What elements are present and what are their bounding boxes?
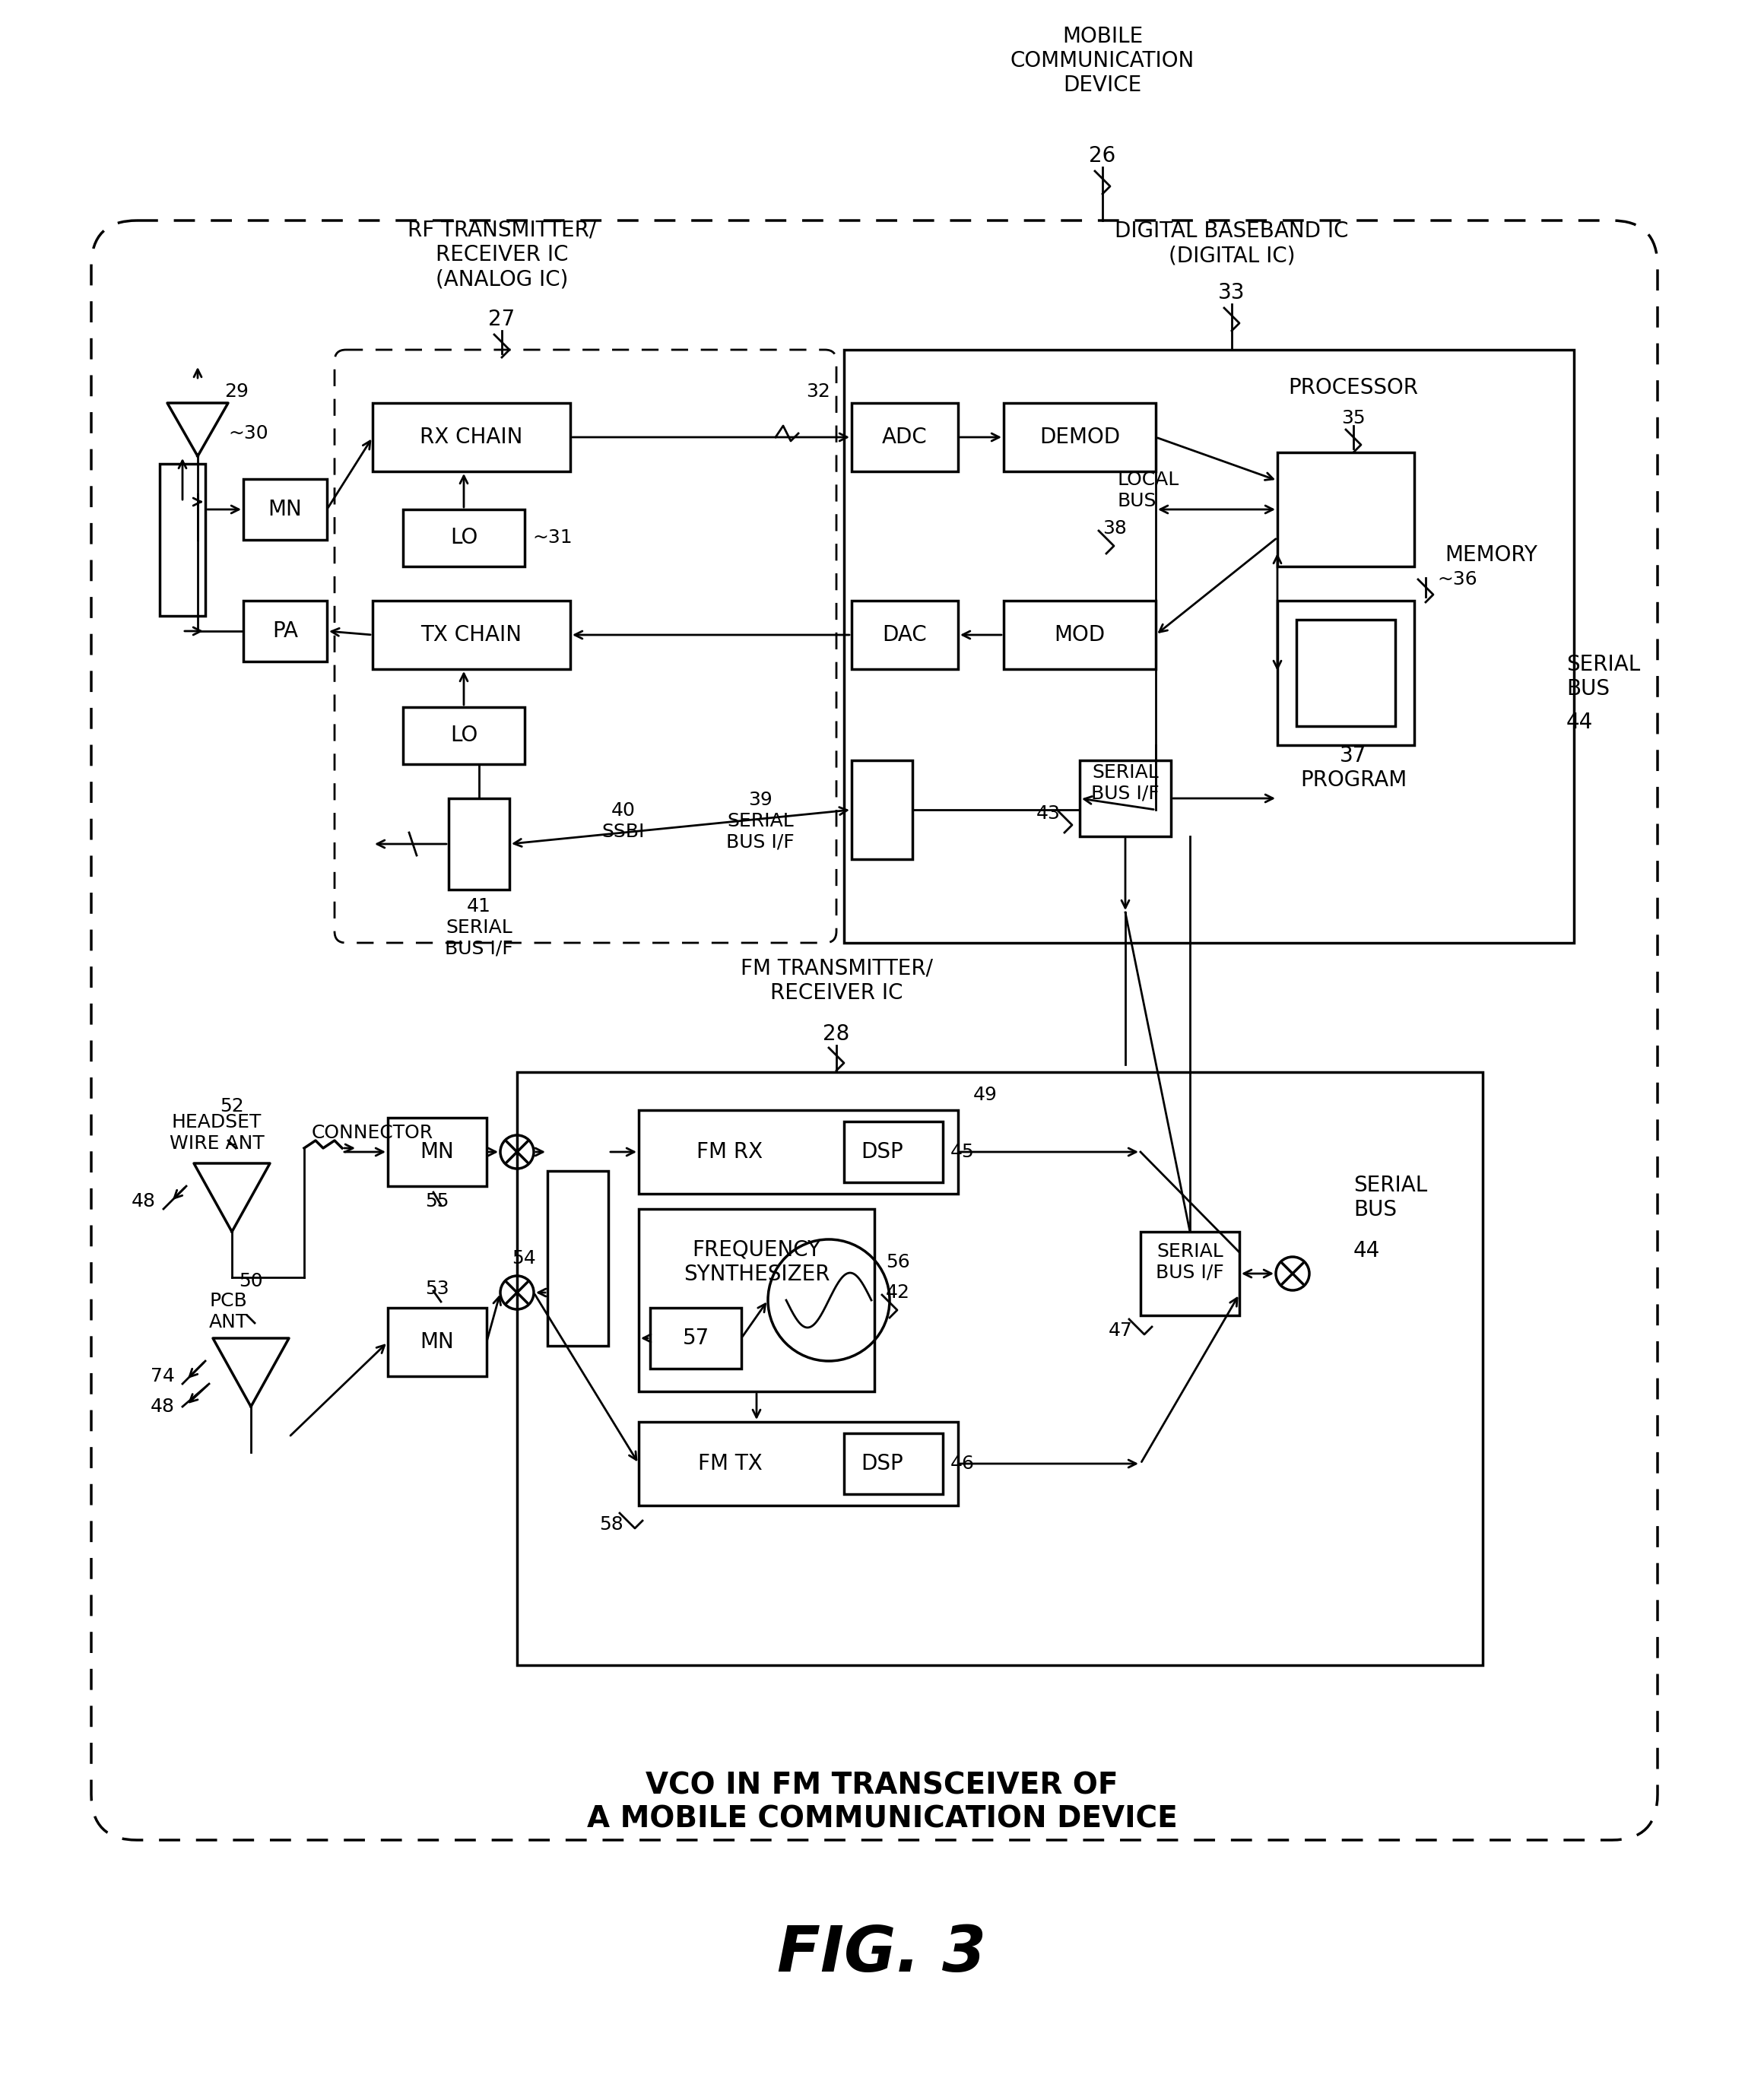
Text: 48: 48 xyxy=(150,1397,175,1416)
Bar xyxy=(372,402,570,471)
Bar xyxy=(651,1309,741,1369)
Text: 44: 44 xyxy=(1353,1240,1379,1261)
Text: RF TRANSMITTER/
RECEIVER IC
(ANALOG IC): RF TRANSMITTER/ RECEIVER IC (ANALOG IC) xyxy=(407,220,596,289)
Text: 49: 49 xyxy=(974,1087,997,1104)
Text: 74: 74 xyxy=(150,1367,175,1386)
Bar xyxy=(547,1171,609,1346)
Text: 50: 50 xyxy=(238,1271,263,1290)
Bar xyxy=(843,1122,942,1183)
Text: 39
SERIAL
BUS I/F: 39 SERIAL BUS I/F xyxy=(727,792,794,852)
Bar xyxy=(1297,620,1395,727)
Text: TX CHAIN: TX CHAIN xyxy=(422,624,522,645)
Text: SERIAL
BUS: SERIAL BUS xyxy=(1566,653,1641,699)
Bar xyxy=(843,1432,942,1495)
Text: 40
SSBI: 40 SSBI xyxy=(602,802,646,842)
Bar xyxy=(448,798,510,890)
Bar xyxy=(161,463,205,616)
Text: ~31: ~31 xyxy=(533,528,572,547)
Bar xyxy=(852,601,958,670)
Text: 57: 57 xyxy=(683,1328,709,1349)
Bar xyxy=(388,1309,487,1376)
Text: VCO IN FM TRANSCEIVER OF
A MOBILE COMMUNICATION DEVICE: VCO IN FM TRANSCEIVER OF A MOBILE COMMUN… xyxy=(587,1772,1177,1832)
Text: DSP: DSP xyxy=(861,1141,903,1162)
Text: MEMORY: MEMORY xyxy=(1445,544,1536,565)
Text: 42: 42 xyxy=(886,1284,910,1302)
Text: RX CHAIN: RX CHAIN xyxy=(420,427,522,448)
Text: DAC: DAC xyxy=(882,624,928,645)
Text: 56: 56 xyxy=(886,1252,910,1271)
Text: ~36: ~36 xyxy=(1438,570,1476,588)
Text: MOD: MOD xyxy=(1055,624,1106,645)
Text: 32: 32 xyxy=(806,383,831,400)
Bar xyxy=(243,480,326,540)
Text: FM TX: FM TX xyxy=(699,1453,762,1474)
Text: 55: 55 xyxy=(425,1191,450,1210)
Text: 47: 47 xyxy=(1110,1321,1132,1340)
Text: 52: 52 xyxy=(220,1097,243,1116)
Text: ~30: ~30 xyxy=(228,425,268,442)
Text: 35: 35 xyxy=(1341,408,1365,427)
Bar xyxy=(639,1110,958,1194)
Text: CONNECTOR: CONNECTOR xyxy=(312,1124,434,1141)
Text: PCB
ANT: PCB ANT xyxy=(208,1292,247,1332)
Bar xyxy=(402,708,524,764)
Bar xyxy=(243,601,326,662)
Text: MN: MN xyxy=(420,1332,453,1353)
Text: 54: 54 xyxy=(512,1250,536,1267)
Text: 38: 38 xyxy=(1102,519,1127,538)
Text: 41
SERIAL
BUS I/F: 41 SERIAL BUS I/F xyxy=(445,898,513,957)
Text: DSP: DSP xyxy=(861,1453,903,1474)
Bar xyxy=(388,1118,487,1185)
Bar xyxy=(1141,1231,1240,1315)
Text: ADC: ADC xyxy=(882,427,928,448)
Text: LOCAL
BUS: LOCAL BUS xyxy=(1118,471,1180,511)
Text: 43: 43 xyxy=(1037,804,1060,823)
Text: 27: 27 xyxy=(489,308,515,331)
Text: FM TRANSMITTER/
RECEIVER IC: FM TRANSMITTER/ RECEIVER IC xyxy=(741,957,933,1003)
Text: 48: 48 xyxy=(132,1191,155,1210)
Bar xyxy=(402,509,524,567)
Text: 28: 28 xyxy=(824,1024,850,1045)
Bar xyxy=(1004,601,1155,670)
Bar xyxy=(639,1422,958,1506)
Text: DIGITAL BASEBAND IC
(DIGITAL IC): DIGITAL BASEBAND IC (DIGITAL IC) xyxy=(1115,220,1349,266)
Text: SERIAL
BUS I/F: SERIAL BUS I/F xyxy=(1092,764,1159,802)
Text: FIG. 3: FIG. 3 xyxy=(778,1922,986,1985)
Text: 37
PROGRAM: 37 PROGRAM xyxy=(1300,745,1406,792)
Bar xyxy=(1004,402,1155,471)
FancyBboxPatch shape xyxy=(335,350,836,942)
Bar xyxy=(1080,760,1171,836)
Text: 45: 45 xyxy=(951,1143,974,1160)
Bar xyxy=(852,402,958,471)
Text: 58: 58 xyxy=(600,1516,623,1533)
Text: FM RX: FM RX xyxy=(697,1141,764,1162)
Text: PROCESSOR: PROCESSOR xyxy=(1288,377,1418,398)
Text: 44: 44 xyxy=(1566,712,1593,733)
Text: 29: 29 xyxy=(224,383,249,400)
Text: LO: LO xyxy=(450,725,478,745)
Text: PA: PA xyxy=(272,620,298,641)
Text: FREQUENCY
SYNTHESIZER: FREQUENCY SYNTHESIZER xyxy=(683,1240,829,1286)
Bar xyxy=(639,1208,875,1390)
Text: LO: LO xyxy=(450,528,478,549)
Text: MN: MN xyxy=(420,1141,453,1162)
Bar xyxy=(372,601,570,670)
Text: MN: MN xyxy=(268,498,302,519)
Text: DEMOD: DEMOD xyxy=(1039,427,1120,448)
Text: SERIAL
BUS: SERIAL BUS xyxy=(1353,1175,1427,1221)
Text: HEADSET
WIRE ANT: HEADSET WIRE ANT xyxy=(169,1114,265,1152)
Bar xyxy=(1277,452,1415,567)
Text: SERIAL
BUS I/F: SERIAL BUS I/F xyxy=(1155,1242,1224,1282)
Text: MOBILE
COMMUNICATION
DEVICE: MOBILE COMMUNICATION DEVICE xyxy=(1011,25,1194,96)
Bar xyxy=(1277,601,1415,745)
Text: 46: 46 xyxy=(951,1455,975,1472)
FancyBboxPatch shape xyxy=(92,220,1658,1841)
Bar xyxy=(517,1072,1484,1665)
Text: 33: 33 xyxy=(1219,283,1245,304)
Bar xyxy=(852,760,912,859)
Text: 53: 53 xyxy=(425,1279,450,1298)
Bar xyxy=(843,350,1573,942)
Text: 26: 26 xyxy=(1088,144,1117,168)
